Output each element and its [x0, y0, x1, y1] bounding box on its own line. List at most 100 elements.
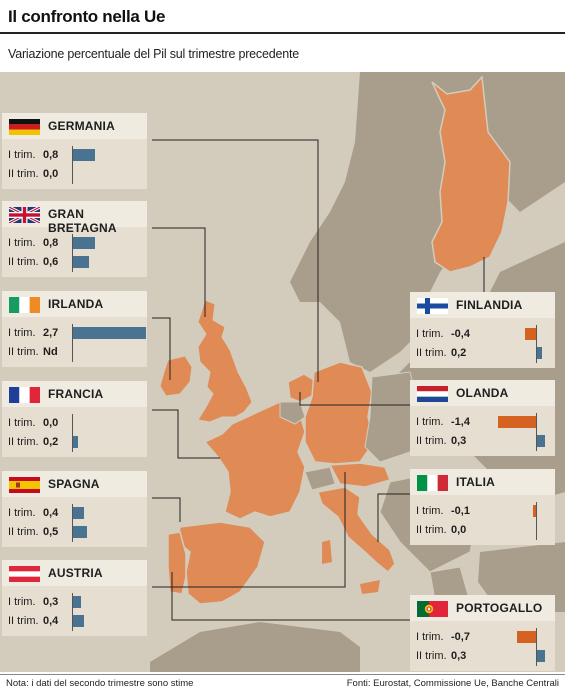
quarter-value: 0,0 [451, 524, 467, 536]
quarter-value: -0,4 [451, 328, 470, 340]
quarter-row: II trim. 0,4 [2, 612, 147, 631]
panel-header: PORTOGALLO [410, 595, 555, 621]
quarter-row: I trim. -1,4 [410, 413, 555, 432]
title-rule [0, 32, 565, 34]
chart-subtitle: Variazione percentuale del Pil sul trime… [8, 47, 300, 61]
finland-flag-icon [417, 298, 448, 314]
bar-axis [72, 593, 73, 612]
country-name: AUSTRIA [48, 566, 103, 580]
panel-italia: ITALIA I trim. -0,1 II trim. 0,0 [410, 469, 555, 545]
bar-zone [68, 414, 146, 433]
panel-header: ITALIA [410, 469, 555, 495]
panel-padding [410, 540, 555, 545]
panel-irlanda: IRLANDA I trim. 2,7 II trim. Nd [2, 291, 147, 367]
quarter-label: I trim. [416, 631, 444, 643]
central-europe-shape [364, 371, 421, 463]
footnote: Nota: i dati del secondo trimestre sono … [6, 678, 194, 689]
panel-padding [410, 666, 555, 671]
sicily-shape [360, 580, 380, 594]
bar-axis [72, 324, 73, 343]
north-africa-shape [150, 622, 360, 672]
great-britain-shape [197, 299, 253, 423]
spain-flag-icon [9, 477, 40, 493]
quarter-value: 0,0 [43, 417, 59, 429]
panel-germania: GERMANIA I trim. 0,8 II trim. 0,0 [2, 113, 147, 189]
quarter-row: I trim. 0,8 [2, 234, 147, 253]
value-bar [537, 435, 546, 447]
leader-germania [152, 139, 319, 382]
bar-axis [72, 165, 73, 184]
bar-zone [68, 523, 146, 542]
country-name: ITALIA [456, 475, 495, 489]
value-bar [73, 596, 82, 608]
quarter-value: 0,8 [43, 237, 59, 249]
bar-zone [476, 502, 554, 521]
quarter-row: II trim. Nd [2, 343, 147, 362]
quarter-row: II trim. 0,6 [2, 253, 147, 272]
quarter-label: I trim. [416, 416, 444, 428]
value-bar [73, 256, 90, 268]
bar-zone [476, 628, 554, 647]
germany-shape [304, 361, 375, 465]
bar-axis [536, 325, 537, 344]
leader-austria [152, 472, 346, 588]
quarter-row: I trim. -0,1 [410, 502, 555, 521]
quarter-value: 0,5 [43, 526, 59, 538]
panel-portogallo: PORTOGALLO I trim. -0,7 II trim. 0,3 [410, 595, 555, 671]
italy-flag-icon [417, 475, 448, 491]
quarter-value: 2,7 [43, 327, 59, 339]
quarter-label: II trim. [416, 650, 447, 662]
france-flag-icon [9, 387, 40, 403]
panel-padding [410, 363, 555, 368]
panel-padding [410, 451, 555, 456]
panel-padding [2, 542, 147, 547]
bar-zone [68, 433, 146, 452]
bar-zone [476, 647, 554, 666]
value-bar [533, 505, 536, 517]
leader-olanda [299, 392, 412, 406]
value-bar [73, 526, 87, 538]
value-bar [73, 327, 146, 339]
bar-axis [72, 433, 73, 452]
bar-zone [68, 165, 146, 184]
panel-austria: AUSTRIA I trim. 0,3 II trim. 0,4 [2, 560, 147, 636]
panel-header: IRLANDA [2, 291, 147, 317]
bar-zone [68, 253, 146, 272]
quarter-row: II trim. 0,2 [410, 344, 555, 363]
bar-zone [68, 612, 146, 631]
leader-granbretagna [152, 227, 206, 317]
value-bar [73, 237, 95, 249]
bar-zone [476, 432, 554, 451]
finland-shape [431, 75, 511, 273]
panel-header: GRAN BRETAGNA [2, 201, 147, 235]
panel-header: AUSTRIA [2, 560, 147, 586]
bar-axis [72, 523, 73, 542]
bar-axis [536, 628, 537, 647]
quarter-row: II trim. 0,0 [2, 165, 147, 184]
bar-zone [476, 413, 554, 432]
bar-zone [68, 343, 146, 362]
leader-spagna [152, 497, 181, 522]
country-name: FINLANDIA [456, 298, 523, 312]
quarter-label: II trim. [416, 435, 447, 447]
bar-zone [476, 344, 554, 363]
panel-granbretagna: GRAN BRETAGNA I trim. 0,8 II trim. 0,6 [2, 201, 147, 277]
quarter-label: II trim. [8, 526, 39, 538]
bar-axis [536, 647, 537, 666]
ireland-shape [159, 355, 193, 397]
germany-flag-icon [9, 119, 40, 135]
bar-zone [68, 234, 146, 253]
quarter-row: I trim. -0,7 [410, 628, 555, 647]
value-bar [537, 347, 543, 359]
quarter-row: I trim. 0,3 [2, 593, 147, 612]
bar-axis [72, 253, 73, 272]
quarter-label: I trim. [8, 507, 36, 519]
quarter-label: II trim. [8, 346, 39, 358]
quarter-label: I trim. [416, 505, 444, 517]
bar-axis [536, 432, 537, 451]
quarter-label: II trim. [416, 347, 447, 359]
panel-header: FRANCIA [2, 381, 147, 407]
quarter-value: 0,4 [43, 507, 59, 519]
quarter-row: I trim. -0,4 [410, 325, 555, 344]
panel-francia: FRANCIA I trim. 0,0 II trim. 0,2 [2, 381, 147, 457]
